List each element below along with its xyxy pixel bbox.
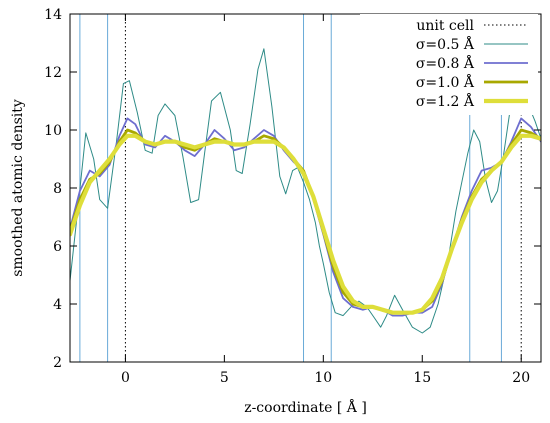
legend-label-4: σ=1.2 Å (416, 92, 475, 110)
x-tick-label-3: 15 (413, 370, 431, 386)
y-tick-label-0: 2 (53, 355, 62, 371)
y-axis-ticks: 2 4 6 8 10 12 14 (44, 7, 541, 371)
y-tick-label-1: 4 (53, 297, 62, 313)
y-tick-label-5: 12 (44, 65, 62, 81)
y-tick-label-3: 8 (53, 181, 62, 197)
series-line-2 (70, 128, 541, 315)
x-tick-label-1: 5 (220, 370, 229, 386)
x-axis-label: z-coordinate [ Å ] (244, 398, 367, 416)
series-line-3 (70, 133, 541, 315)
x-axis-ticks: 0 5 10 15 20 (121, 14, 530, 386)
y-axis-label: smoothed atomic density (10, 99, 26, 277)
y-tick-label-6: 14 (44, 7, 62, 23)
legend-label-1: σ=0.5 Å (416, 35, 475, 53)
series-line-1 (70, 117, 541, 317)
legend-label-2: σ=0.8 Å (416, 54, 475, 72)
x-tick-label-4: 20 (512, 370, 530, 386)
y-tick-label-2: 6 (53, 239, 62, 255)
legend-label-0: unit cell (416, 18, 474, 34)
x-tick-label-2: 10 (314, 370, 332, 386)
legend-background (360, 14, 538, 115)
y-tick-label-4: 10 (44, 123, 62, 139)
legend-label-3: σ=1.0 Å (416, 73, 475, 91)
x-tick-label-0: 0 (121, 370, 130, 386)
series-lines (70, 48, 541, 334)
